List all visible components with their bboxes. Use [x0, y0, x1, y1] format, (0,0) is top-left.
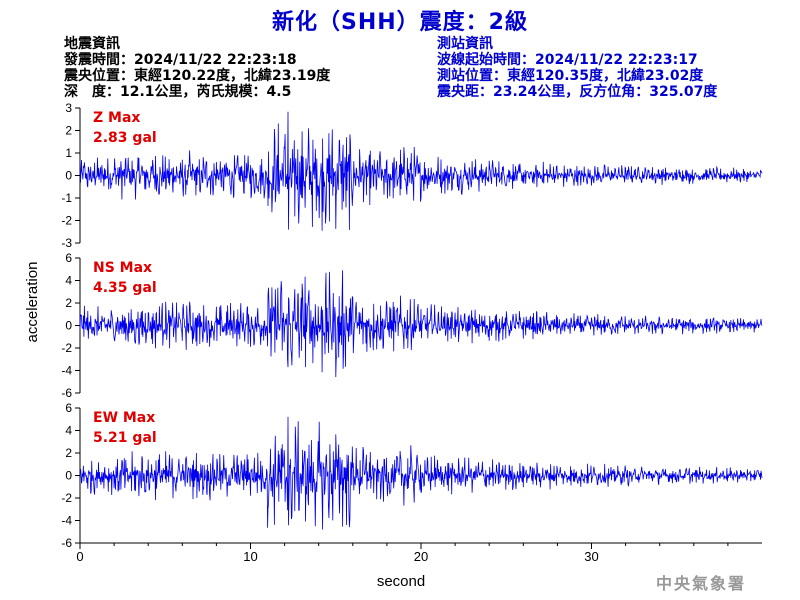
station-location: 測站位置：東經120.35度，北緯23.02度: [437, 68, 704, 84]
x-tick-label: 30: [584, 549, 598, 564]
station-info: 測站資訊 波線起始時間：2024/11/22 22:23:17 測站位置：東經1…: [437, 36, 717, 100]
ew-max-value: 5.21 gal: [93, 430, 157, 446]
y-tick-label: -2: [61, 341, 72, 355]
y-tick-label: 0: [65, 319, 72, 333]
ns-max-label: NS Max 4.35 gal: [93, 258, 157, 298]
quake-epicenter: 震央位置：東經120.22度，北緯23.19度: [64, 68, 331, 84]
y-tick-label: -2: [61, 491, 72, 505]
y-tick-label: -4: [61, 364, 72, 378]
x-axis-label: second: [377, 573, 425, 590]
series-line-ns: [79, 270, 763, 378]
x-tick-label: 0: [76, 549, 83, 564]
series-line-z: [79, 111, 763, 231]
x-tick-label: 20: [414, 549, 428, 564]
page-title: 新化（SHH）震度：2級: [272, 10, 528, 35]
y-tick-label: 2: [65, 296, 72, 310]
wave-start-time: 波線起始時間：2024/11/22 22:23:17: [437, 52, 698, 68]
y-tick-label: 2: [65, 124, 72, 138]
y-tick-label: 0: [65, 469, 72, 483]
station-info-heading: 測站資訊: [437, 36, 493, 52]
z-max-label: Z Max 2.83 gal: [93, 108, 157, 148]
y-tick-label: -2: [61, 214, 72, 228]
ew-max-label: EW Max 5.21 gal: [93, 408, 157, 448]
quake-depth-magnitude: 深 度：12.1公里，芮氏規模：4.5: [64, 84, 292, 100]
y-tick-label: 1: [65, 146, 72, 160]
y-tick-label: 3: [65, 101, 72, 115]
quake-info-heading: 地震資訊: [64, 36, 120, 52]
ns-max-value: 4.35 gal: [93, 280, 157, 296]
y-tick-label: -4: [61, 514, 72, 528]
quake-info: 地震資訊 發震時間：2024/11/22 22:23:18 震央位置：東經120…: [64, 36, 330, 100]
ns-max-title: NS Max: [93, 260, 153, 276]
z-max-value: 2.83 gal: [93, 130, 157, 146]
y-tick-label: 2: [65, 446, 72, 460]
z-max-title: Z Max: [93, 110, 141, 126]
y-tick-label: 6: [65, 251, 72, 265]
quake-time: 發震時間：2024/11/22 22:23:18: [64, 52, 297, 68]
y-axis-label: acceleration: [24, 262, 41, 343]
x-tick-label: 10: [243, 549, 257, 564]
ew-max-title: EW Max: [93, 410, 156, 426]
y-tick-label: -1: [61, 191, 72, 205]
epicentral-distance: 震央距：23.24公里，反方位角：325.07度: [437, 84, 718, 100]
agency-watermark: 中央氣象署: [656, 574, 747, 593]
y-tick-label: -6: [61, 536, 72, 550]
y-tick-label: 4: [65, 274, 72, 288]
series-line-ew: [79, 416, 763, 530]
y-tick-label: -3: [61, 236, 72, 250]
y-tick-label: 4: [65, 424, 72, 438]
y-tick-label: 6: [65, 401, 72, 415]
y-tick-label: -6: [61, 386, 72, 400]
y-tick-label: 0: [65, 169, 72, 183]
